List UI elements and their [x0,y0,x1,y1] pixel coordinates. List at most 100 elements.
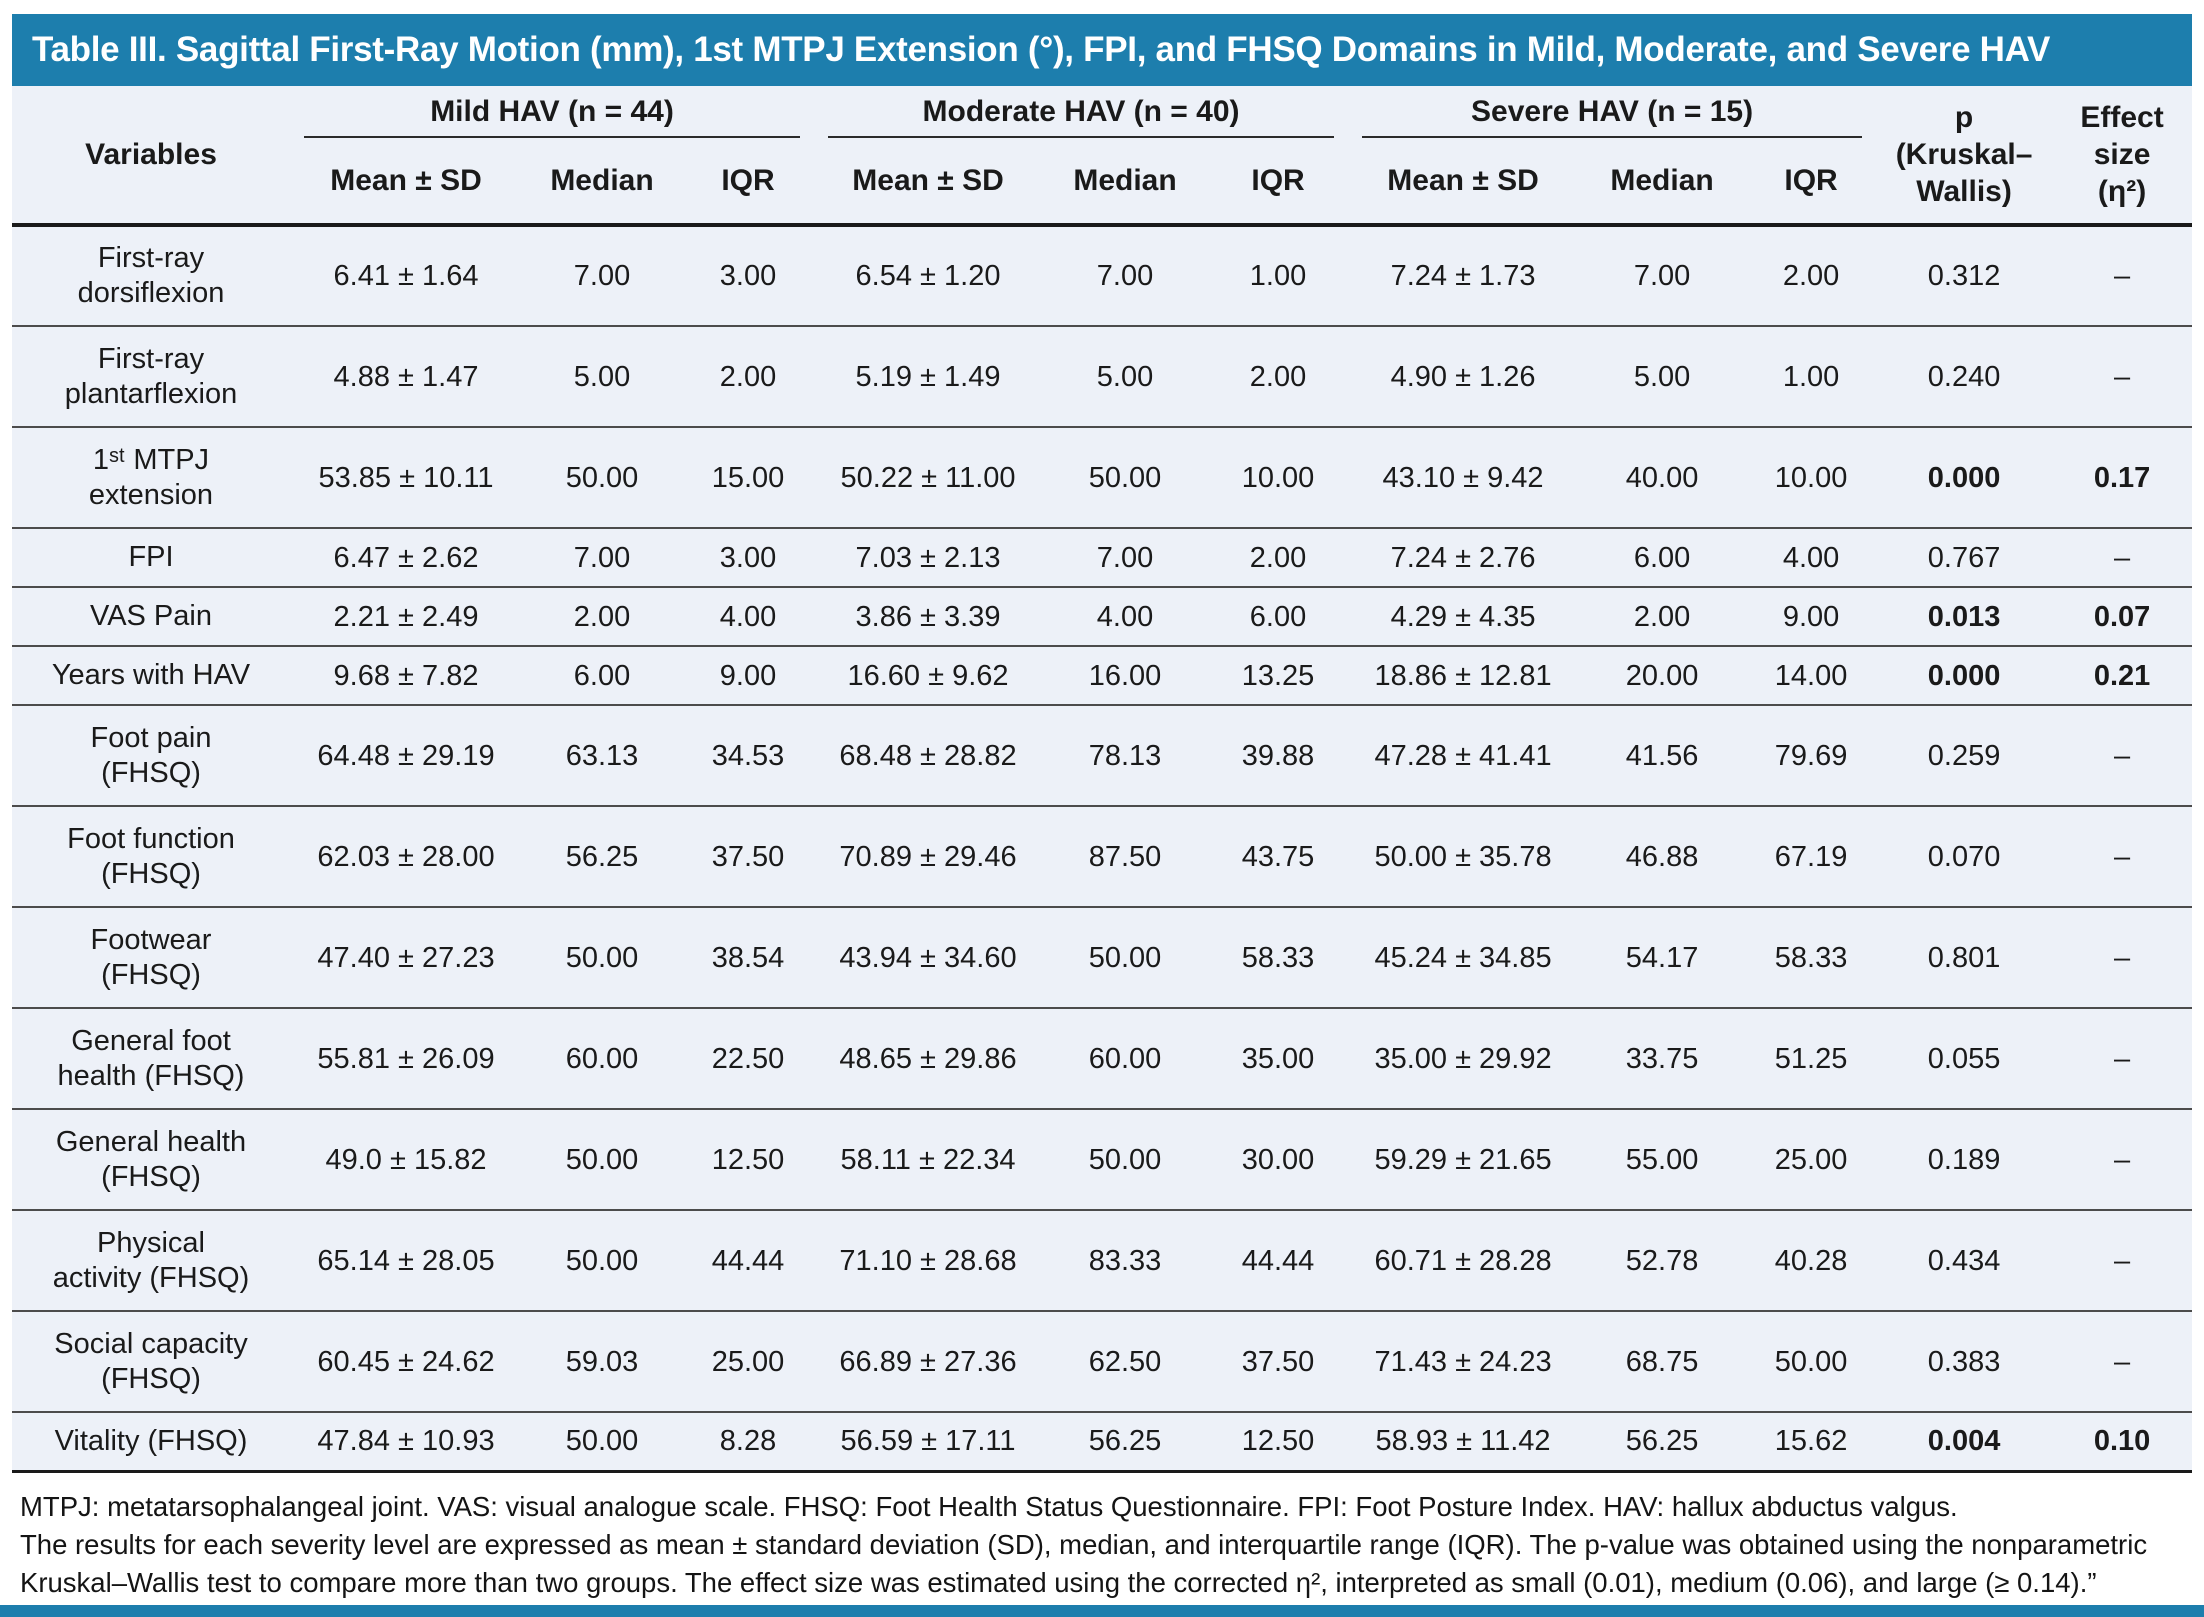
table-row: First-ray plantarflexion 4.88 ± 1.47 5.00 2… [12,326,2193,428]
row-variable-label: General foot health (FHSQ) [12,1008,290,1110]
row-value: 59.03 [522,1311,682,1413]
row-value: 58.11 ± 22.34 [814,1109,1043,1211]
column-header-iqr: IQR [682,138,815,227]
row-value: 50.22 ± 11.00 [814,427,1043,529]
row-value: 25.00 [682,1311,815,1413]
row-value: 4.00 [682,587,815,647]
row-value: 30.00 [1208,1109,1349,1211]
row-variable-label: FPI [12,528,290,588]
row-value: 67.19 [1746,806,1877,908]
row-value: 6.47 ± 2.62 [290,528,522,588]
row-value: 43.75 [1208,806,1349,908]
row-value: 1.00 [1746,326,1877,428]
row-effect-size: – [2052,705,2193,807]
table-row: Years with HAV 9.68 ± 7.82 6.00 9.00 16.60 ±… [12,646,2193,706]
table-row: VAS Pain 2.21 ± 2.49 2.00 4.00 3.86 ± 3.39 4.… [12,587,2193,647]
row-value: 56.59 ± 17.11 [814,1412,1043,1473]
footnotes: MTPJ: metatarsophalangeal joint. VAS: vi… [20,1488,2192,1602]
column-header-mean-sd: Mean ± SD [290,138,522,227]
row-value: 4.88 ± 1.47 [290,326,522,428]
row-value: 6.00 [1578,528,1747,588]
row-value: 62.03 ± 28.00 [290,806,522,908]
row-value: 6.00 [1208,587,1349,647]
row-effect-size: – [2052,528,2193,588]
row-value: 51.25 [1746,1008,1877,1110]
row-value: 1.00 [1208,225,1349,327]
table-row: First-ray dorsiflexion 6.41 ± 1.64 7.00 3.0… [12,225,2193,327]
row-effect-size: – [2052,326,2193,428]
effect-header-line: size [2093,138,2151,171]
row-value: 4.29 ± 4.35 [1348,587,1579,647]
row-effect-size: 0.17 [2052,427,2193,529]
table-row: Foot function (FHSQ) 62.03 ± 28.00 56.25 37… [12,806,2193,908]
row-p-value: 0.070 [1876,806,2053,908]
row-value: 50.00 [522,427,682,529]
row-effect-size: – [2052,1311,2193,1413]
row-value: 71.10 ± 28.68 [814,1210,1043,1312]
row-value: 50.00 [1042,427,1209,529]
row-value: 87.50 [1042,806,1209,908]
table-body: First-ray dorsiflexion 6.41 ± 1.64 7.00 3.0… [12,225,2193,1473]
column-header-iqr: IQR [1746,138,1877,227]
table-row: Vitality (FHSQ) 47.84 ± 10.93 50.00 8.28 56.… [12,1412,2193,1473]
group-header-moderate: Moderate HAV (n = 40) [814,86,1348,138]
row-value: 2.00 [682,326,815,428]
row-value: 4.00 [1042,587,1209,647]
column-header-mean-sd: Mean ± SD [1348,138,1579,227]
row-value: 9.00 [1746,587,1877,647]
table-header: Variables Mild HAV (n = 44) Moderate HAV… [12,86,2193,227]
row-value: 37.50 [682,806,815,908]
row-p-value: 0.434 [1876,1210,2053,1312]
p-header-line: (Kruskal– [1895,138,2033,171]
table-row: FPI 6.47 ± 2.62 7.00 3.00 7.03 ± 2.13 7.00 2.0… [12,528,2193,588]
row-value: 10.00 [1746,427,1877,529]
row-value: 64.48 ± 29.19 [290,705,522,807]
row-p-value: 0.312 [1876,225,2053,327]
row-value: 4.00 [1746,528,1877,588]
row-value: 44.44 [1208,1210,1349,1312]
row-variable-label: Vitality (FHSQ) [12,1412,290,1473]
row-value: 10.00 [1208,427,1349,529]
row-value: 46.88 [1578,806,1747,908]
row-effect-size: 0.21 [2052,646,2193,706]
row-value: 2.00 [1746,225,1877,327]
row-p-value: 0.383 [1876,1311,2053,1413]
table-row: 1ˢᵗ MTPJ extension 53.85 ± 10.11 50.00 15.0… [12,427,2193,529]
footnote-abbreviations: MTPJ: metatarsophalangeal joint. VAS: vi… [20,1490,1958,1522]
p-header-line: p [1954,101,1974,134]
row-value: 16.60 ± 9.62 [814,646,1043,706]
row-value: 2.21 ± 2.49 [290,587,522,647]
row-p-value: 0.767 [1876,528,2053,588]
row-variable-label: VAS Pain [12,587,290,647]
row-value: 7.00 [1042,225,1209,327]
row-value: 16.00 [1042,646,1209,706]
row-effect-size: – [2052,1109,2193,1211]
row-value: 68.75 [1578,1311,1747,1413]
row-value: 58.93 ± 11.42 [1348,1412,1579,1473]
table-row: Physical activity (FHSQ) 65.14 ± 28.05 50.… [12,1210,2193,1312]
row-value: 35.00 ± 29.92 [1348,1008,1579,1110]
table-title-bar: Table III. Sagittal First-Ray Motion (mm… [12,14,2192,86]
row-p-value: 0.004 [1876,1412,2053,1473]
row-value: 60.00 [1042,1008,1209,1110]
row-effect-size: 0.07 [2052,587,2193,647]
row-value: 7.00 [1578,225,1747,327]
row-value: 43.10 ± 9.42 [1348,427,1579,529]
row-value: 66.89 ± 27.36 [814,1311,1043,1413]
data-table: Variables Mild HAV (n = 44) Moderate HAV… [12,86,2193,1473]
row-value: 43.94 ± 34.60 [814,907,1043,1009]
column-header-p-kruskal-wallis: p (Kruskal– Wallis) [1876,86,2053,227]
row-p-value: 0.189 [1876,1109,2053,1211]
effect-header-line: Effect [2080,101,2164,134]
row-value: 7.00 [522,225,682,327]
row-value: 13.25 [1208,646,1349,706]
row-value: 50.00 [522,1412,682,1473]
row-variable-label: Foot pain (FHSQ) [12,705,290,807]
row-value: 68.48 ± 28.82 [814,705,1043,807]
row-value: 18.86 ± 12.81 [1348,646,1579,706]
row-p-value: 0.801 [1876,907,2053,1009]
bottom-accent-bar [0,1605,2204,1617]
row-value: 35.00 [1208,1008,1349,1110]
row-variable-label: First-ray dorsiflexion [12,225,290,327]
